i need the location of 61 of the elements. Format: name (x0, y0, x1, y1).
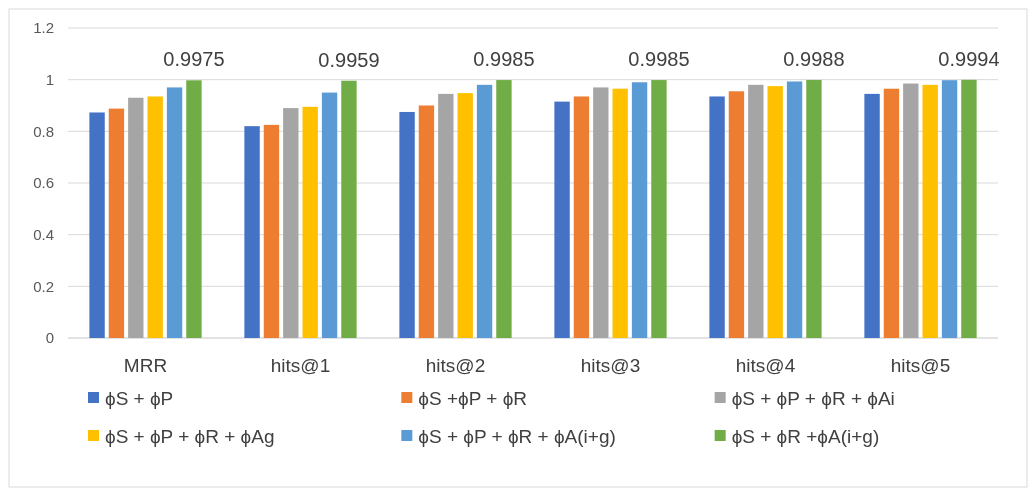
x-tick-label: hits@5 (890, 355, 951, 376)
bar (496, 80, 512, 338)
bar (767, 86, 783, 338)
bar (709, 96, 725, 338)
data-label: 0.9985 (473, 48, 535, 71)
x-tick-label: hits@3 (580, 355, 641, 376)
y-tick-label: 1.2 (33, 19, 54, 37)
bar (283, 108, 299, 338)
legend-label: ϕS + ϕP + ϕR + ϕAg (105, 425, 275, 447)
bar (457, 93, 473, 338)
legend-label: ϕS +ϕP + ϕR (418, 387, 528, 409)
bar (631, 82, 648, 338)
legend-label: ϕS + ϕR +ϕA(i+g) (731, 425, 880, 447)
bar (89, 112, 105, 338)
y-tick-label: 1 (45, 70, 54, 88)
y-tick-label: 0.4 (33, 225, 54, 243)
bar (573, 96, 590, 338)
data-label: 0.9975 (163, 48, 225, 71)
bar (922, 84, 938, 338)
bar (147, 96, 163, 338)
y-tick-label: 0.8 (33, 122, 54, 140)
bar (263, 124, 280, 338)
bar (399, 111, 415, 338)
bar (786, 81, 803, 338)
bar (186, 80, 202, 338)
bar (476, 84, 493, 338)
bar (418, 105, 435, 338)
bar (806, 79, 822, 338)
y-tick-label: 0 (45, 329, 54, 347)
x-tick-label: hits@2 (425, 355, 486, 376)
bar (128, 97, 144, 338)
bar (961, 79, 977, 338)
bar (341, 80, 357, 338)
bar (903, 83, 919, 338)
bar (941, 80, 958, 338)
legend-label: ϕS + ϕP (105, 387, 174, 409)
legend-label: ϕS + ϕP + ϕR + ϕA(i+g) (418, 425, 616, 447)
bar (438, 93, 454, 338)
bar (612, 88, 628, 338)
bar (244, 126, 260, 338)
bar (728, 91, 745, 338)
bar (748, 84, 764, 338)
x-tick-label: hits@1 (270, 355, 331, 376)
x-tick-label: hits@4 (735, 355, 796, 376)
bar (321, 92, 338, 338)
bar (554, 101, 570, 338)
bar (593, 87, 609, 338)
bar (651, 80, 667, 338)
x-tick-label: MRR (123, 355, 168, 376)
bar (166, 87, 183, 338)
data-label: 0.9994 (938, 47, 1000, 70)
y-tick-label: 0.6 (33, 174, 54, 192)
data-label: 0.9985 (628, 48, 690, 71)
legend-label: ϕS + ϕP + ϕR + ϕAi (731, 387, 895, 409)
bar (108, 108, 125, 338)
bar (864, 93, 880, 338)
data-label: 0.9959 (318, 48, 380, 71)
y-tick-label: 0.2 (33, 277, 54, 295)
bar (883, 88, 900, 338)
bar (302, 106, 318, 338)
data-label: 0.9988 (783, 47, 845, 70)
